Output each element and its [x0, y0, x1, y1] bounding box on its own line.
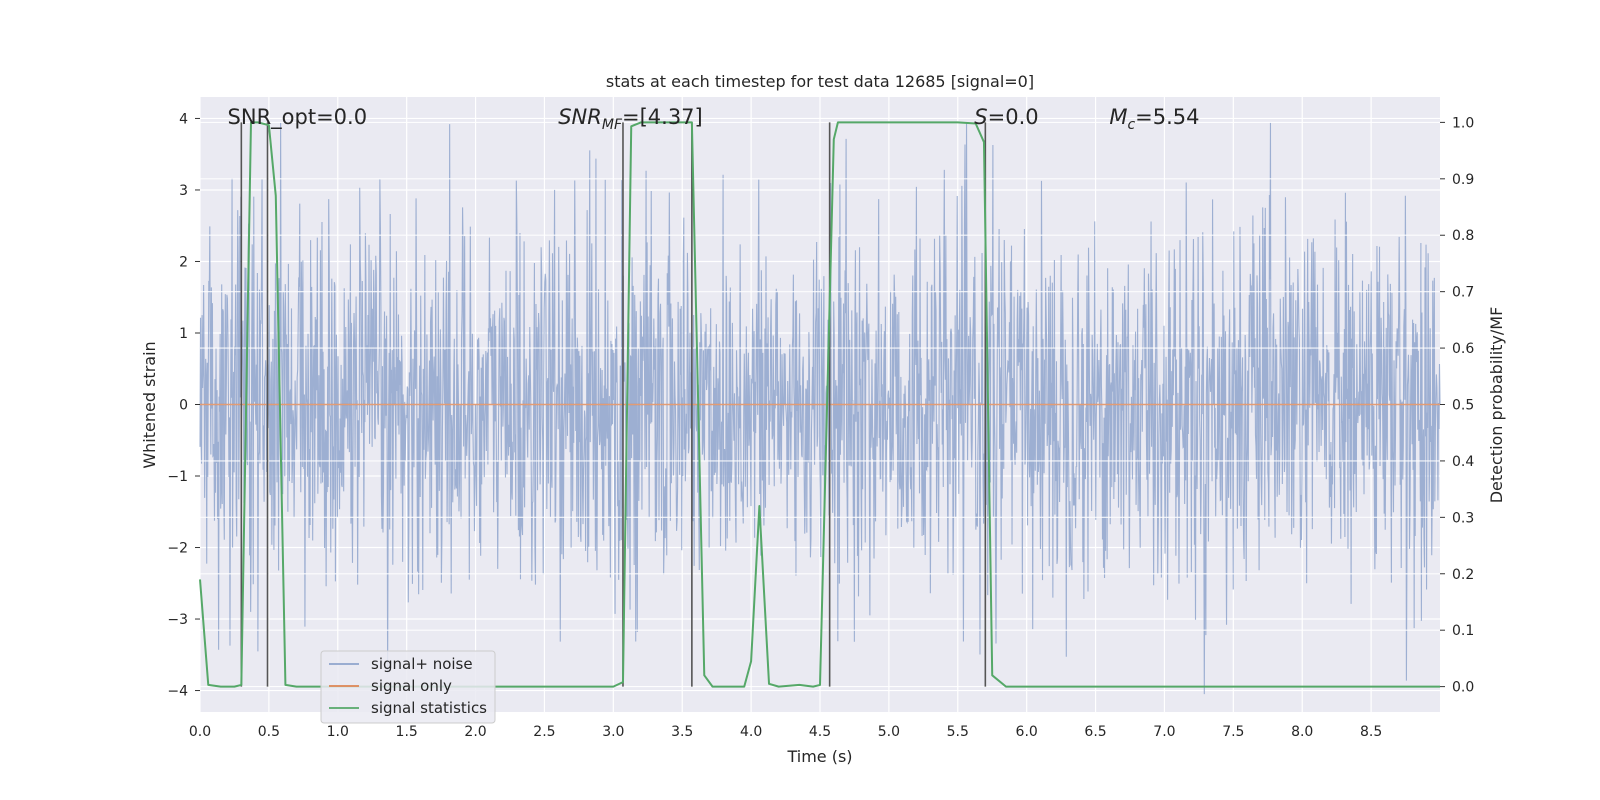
- annotation-3: Mc=5.54: [1109, 105, 1199, 133]
- vertical-markers: [240, 122, 987, 687]
- x-axis: 0.0 0.5 1.0 1.5 2.0 2.5 3.0 3.5 4.0 4.5 5.0 5.5 6.0 6…: [189, 724, 1382, 740]
- y2-tick-label-9: 0.1: [1452, 623, 1474, 639]
- legend-label-stats: signal statistics: [371, 699, 487, 717]
- y2-tick-label-10: 0.0: [1452, 680, 1474, 696]
- x-tick-label-5: 2.5: [533, 724, 555, 740]
- x-axis-title: Time (s): [786, 747, 852, 766]
- x-tick-label-8: 4.0: [740, 724, 762, 740]
- x-tick-label-16: 8.0: [1291, 724, 1313, 740]
- y-tick-label-5: −1: [167, 469, 188, 485]
- x-tick-label-17: 8.5: [1360, 724, 1382, 740]
- x-tick-label-2: 1.0: [327, 724, 349, 740]
- stats-series: [199, 121, 1440, 688]
- y2-tick-label-4: 0.6: [1452, 341, 1474, 357]
- y2-tick-label-7: 0.3: [1452, 510, 1474, 526]
- chart-title: stats at each timestep for test data 126…: [606, 72, 1034, 91]
- y-axis-left: 4 3 2 1 0 −1 −2 −3 −4: [167, 111, 200, 700]
- y-tick-label-4: 0: [179, 398, 188, 414]
- y-axis-right: 1.0 0.9 0.8 0.7 0.6 0.5 0.4 0.3 0.2 0.1 0.0: [1440, 115, 1474, 696]
- y-tick-label-3: 1: [179, 326, 188, 342]
- x-tick-label-12: 6.0: [1016, 724, 1038, 740]
- x-tick-label-14: 7.0: [1153, 724, 1175, 740]
- y-axis-title: Whitened strain: [140, 341, 159, 468]
- x-tick-label-7: 3.5: [671, 724, 693, 740]
- x-tick-label-6: 3.0: [602, 724, 624, 740]
- legend-box: [320, 650, 496, 724]
- y-tick-label-2: 2: [179, 254, 188, 270]
- y-tick-label-7: −3: [167, 612, 188, 628]
- stats-line: [199, 121, 1440, 688]
- y2-tick-label-1: 0.9: [1452, 172, 1474, 188]
- y2-axis-title: Detection probability/MF: [1487, 307, 1506, 504]
- annotation-0: SNR_opt=0.0: [228, 105, 368, 130]
- legend-label-noise: signal+ noise: [371, 655, 473, 673]
- x-tick-label-1: 0.5: [258, 724, 280, 740]
- y-tick-label-6: −2: [167, 541, 188, 557]
- y2-tick-label-8: 0.2: [1452, 567, 1474, 583]
- x-tick-label-0: 0.0: [189, 724, 211, 740]
- x-tick-label-10: 5.0: [878, 724, 900, 740]
- y-tick-label-0: 4: [179, 111, 188, 127]
- y2-tick-label-3: 0.7: [1452, 285, 1474, 301]
- x-tick-label-4: 2.0: [464, 724, 486, 740]
- annotations: SNR_opt=0.0 SNRMF=[4.37] S=0.0 Mc=5.54: [228, 105, 1200, 133]
- y2-tick-label-6: 0.4: [1452, 454, 1474, 470]
- noise-line: [199, 122, 1441, 695]
- annotation-1: SNRMF=[4.37]: [558, 105, 703, 133]
- y2-tick-label-2: 0.8: [1452, 228, 1474, 244]
- y-tick-label-8: −4: [167, 684, 188, 700]
- noise-series: [199, 122, 1441, 695]
- annotation-2: S=0.0: [974, 105, 1038, 129]
- y2-tick-label-5: 0.5: [1452, 398, 1474, 414]
- legend-label-signal: signal only: [371, 677, 452, 695]
- x-tick-label-13: 6.5: [1084, 724, 1106, 740]
- legend: signal+ noise signal only signal statist…: [320, 650, 496, 724]
- x-tick-label-9: 4.5: [809, 724, 831, 740]
- y2-tick-label-0: 1.0: [1452, 115, 1474, 131]
- x-tick-label-3: 1.5: [396, 724, 418, 740]
- x-tick-label-11: 5.5: [947, 724, 969, 740]
- y-tick-label-1: 3: [179, 183, 188, 199]
- plot-area: [199, 97, 1441, 712]
- x-tick-label-15: 7.5: [1222, 724, 1244, 740]
